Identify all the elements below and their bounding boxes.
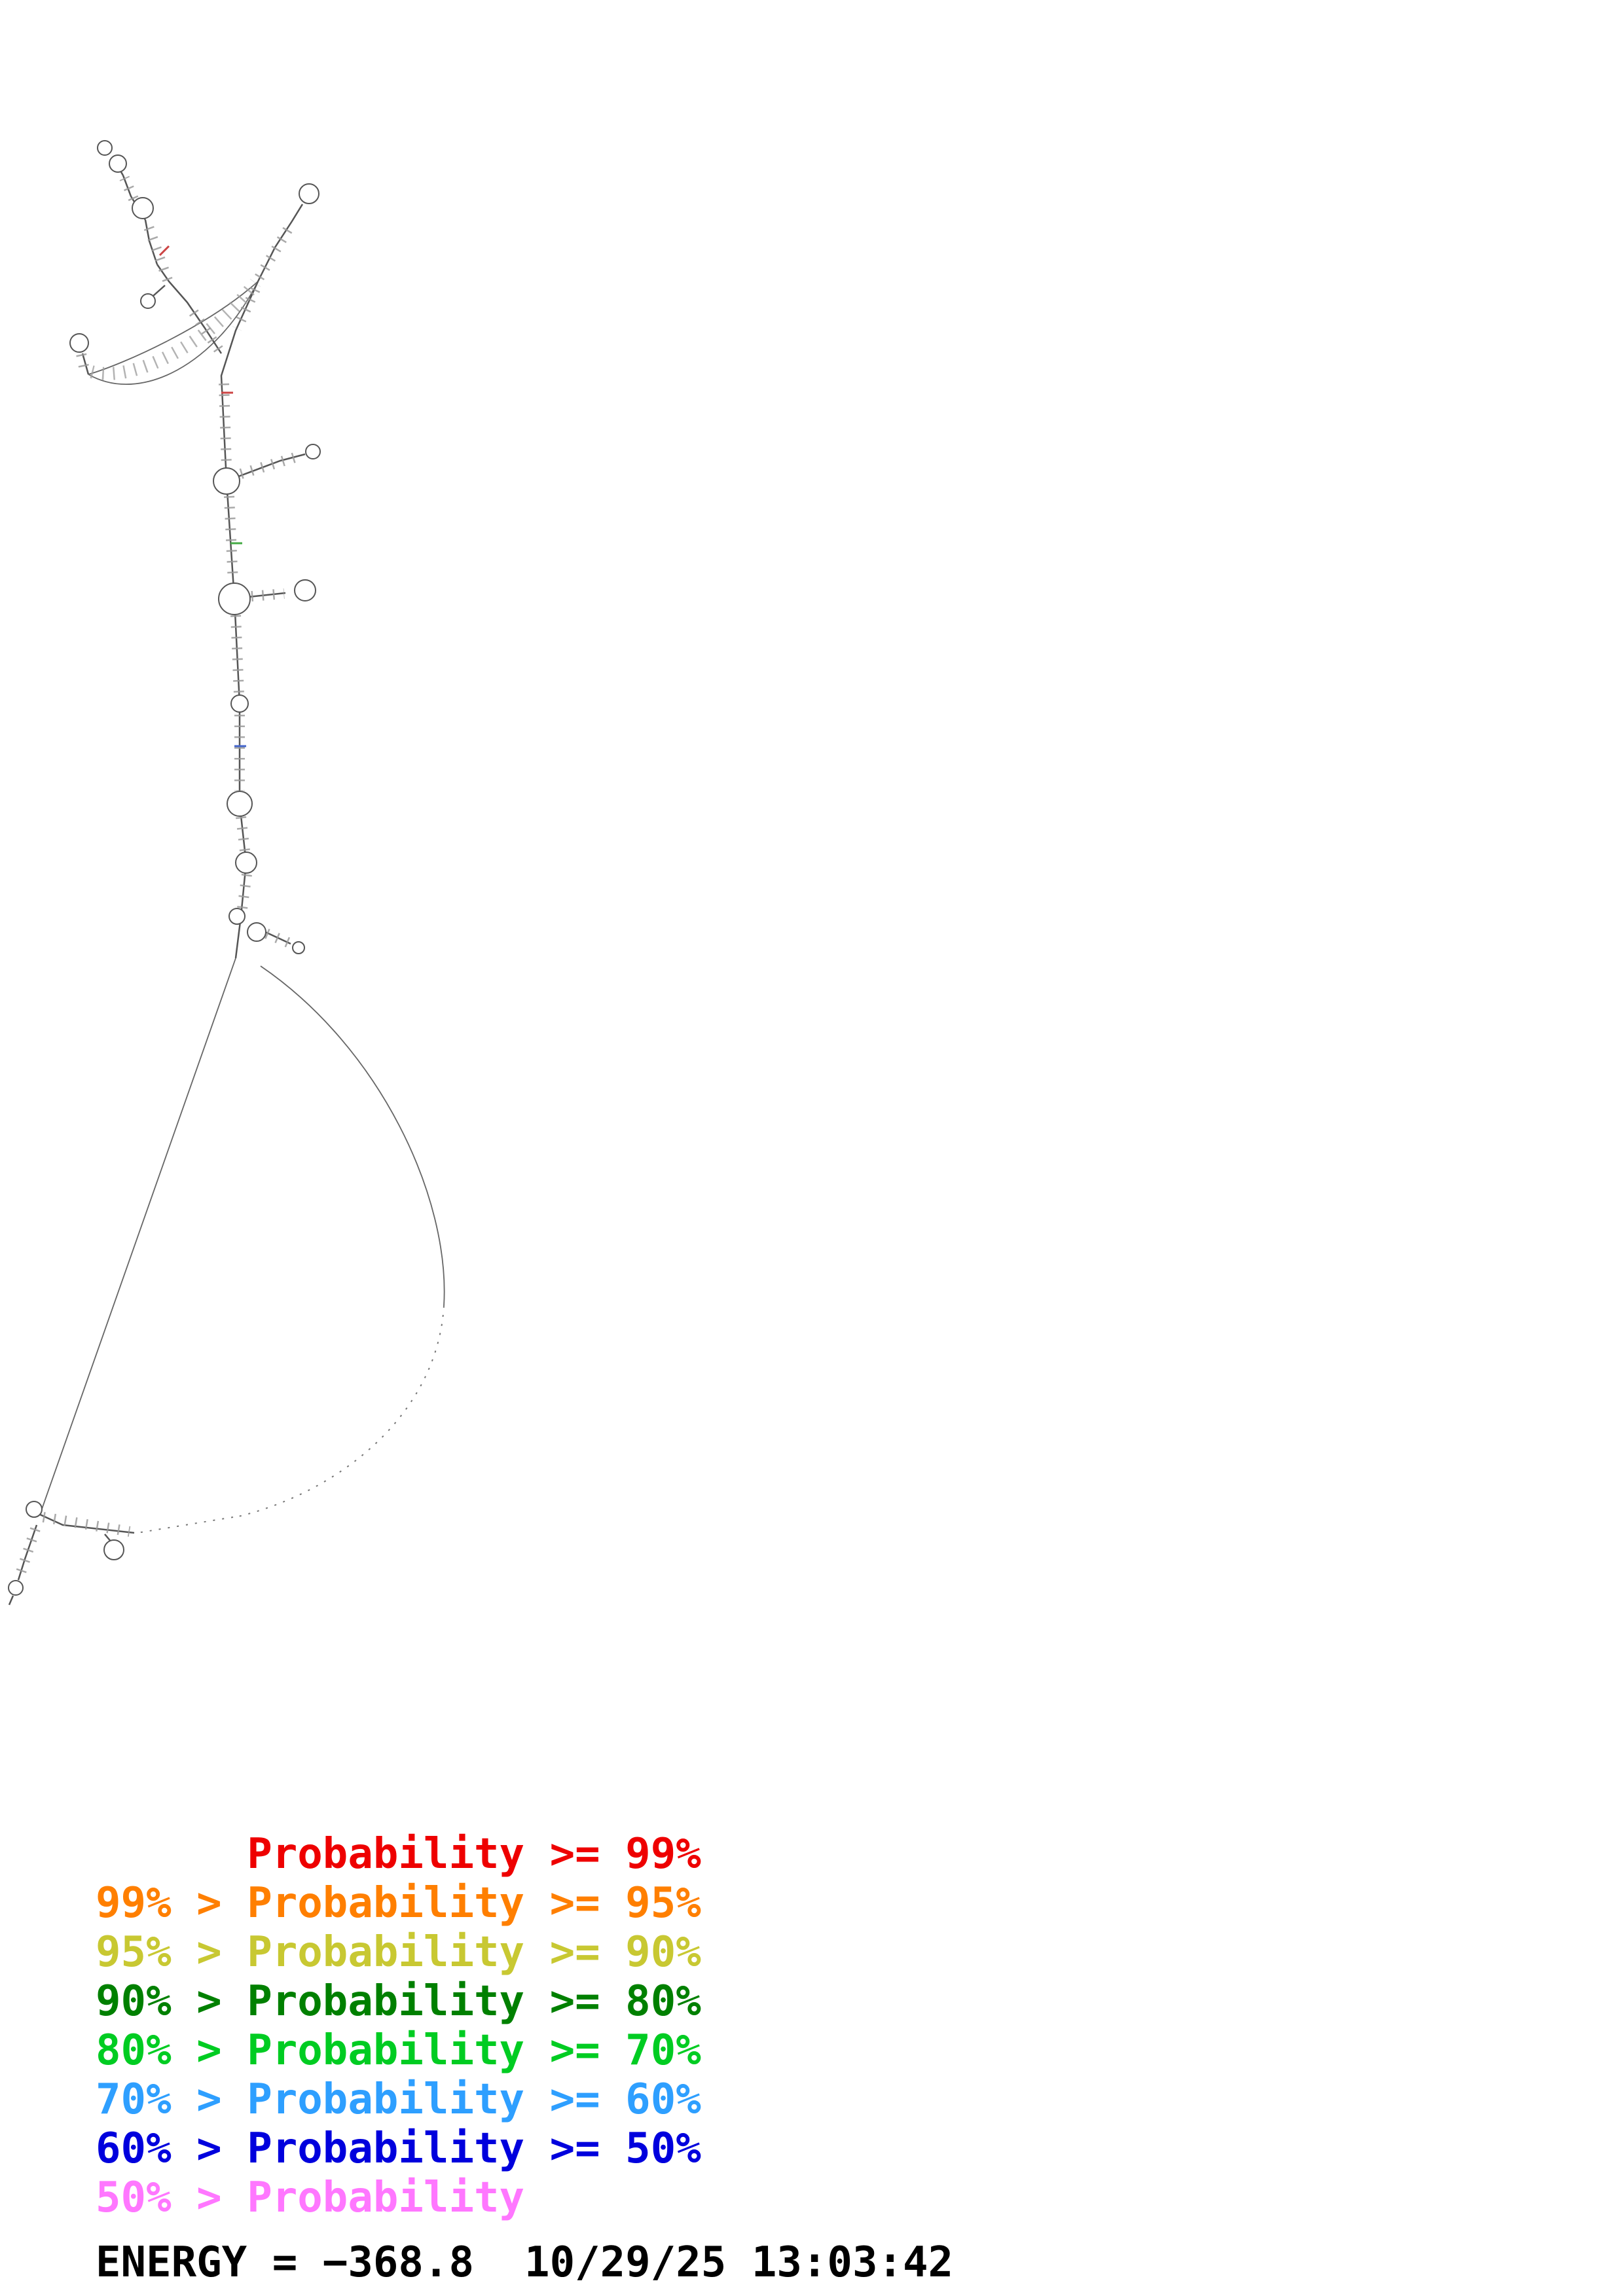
legend-item-below-50: 50% > Probability	[96, 2174, 525, 2222]
probability-legend: Probability >= 99% 99% > Probability >= …	[96, 1830, 701, 2223]
loop-circles-group	[8, 140, 321, 1596]
backbone-group	[8, 156, 445, 1605]
legend-item-50: 60% > Probability >= 50%	[96, 2125, 701, 2173]
legend-item-99: Probability >= 99%	[96, 1830, 701, 1878]
legend-item-95: 99% > Probability >= 95%	[96, 1879, 701, 1928]
basepair-ticks-group	[14, 175, 303, 1578]
legend-item-90: 95% > Probability >= 90%	[96, 1928, 701, 1977]
energy-readout: ENERGY = −368.8 10/29/25 13:03:42	[96, 2238, 954, 2287]
legend-item-80: 90% > Probability >= 80%	[96, 1977, 701, 2026]
legend-item-70: 80% > Probability >= 70%	[96, 2026, 701, 2075]
legend-item-60: 70% > Probability >= 60%	[96, 2075, 701, 2124]
